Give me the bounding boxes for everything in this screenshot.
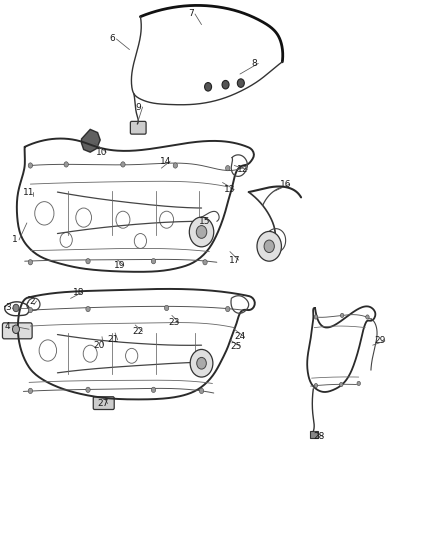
Circle shape: [28, 388, 32, 393]
Circle shape: [28, 163, 32, 168]
Circle shape: [197, 358, 206, 369]
Circle shape: [151, 387, 155, 392]
Text: 9: 9: [135, 102, 141, 111]
Bar: [310, 431, 318, 438]
Text: 8: 8: [251, 59, 257, 68]
Text: 19: 19: [114, 261, 125, 270]
Circle shape: [189, 217, 214, 247]
Polygon shape: [81, 130, 100, 152]
Text: 15: 15: [199, 217, 211, 226]
Circle shape: [237, 79, 244, 87]
Circle shape: [226, 306, 230, 312]
Circle shape: [339, 382, 343, 386]
Circle shape: [357, 381, 360, 385]
Circle shape: [12, 325, 19, 334]
FancyBboxPatch shape: [131, 122, 146, 134]
Text: 18: 18: [73, 287, 84, 296]
Text: 21: 21: [108, 335, 119, 344]
Text: 27: 27: [98, 399, 109, 408]
Text: 17: 17: [229, 256, 240, 264]
Circle shape: [226, 165, 230, 171]
Circle shape: [28, 260, 32, 265]
Text: 28: 28: [313, 432, 324, 441]
Text: 4: 4: [5, 321, 11, 330]
Circle shape: [173, 163, 177, 168]
FancyBboxPatch shape: [3, 323, 32, 339]
Circle shape: [164, 305, 169, 311]
Text: 13: 13: [224, 185, 236, 194]
Circle shape: [86, 306, 90, 312]
Text: 23: 23: [169, 318, 180, 327]
Text: 12: 12: [237, 165, 249, 174]
Text: 25: 25: [230, 342, 241, 351]
Circle shape: [222, 80, 229, 89]
Text: 14: 14: [160, 157, 171, 166]
Circle shape: [203, 260, 207, 265]
Text: 6: 6: [109, 35, 115, 44]
Circle shape: [264, 240, 274, 253]
Text: 2: 2: [29, 296, 35, 305]
Circle shape: [205, 83, 212, 91]
Text: 22: 22: [133, 327, 144, 336]
Text: 3: 3: [5, 303, 11, 312]
Circle shape: [151, 259, 155, 264]
Circle shape: [28, 308, 32, 313]
Circle shape: [86, 387, 90, 392]
Circle shape: [340, 313, 344, 318]
Text: 20: 20: [93, 341, 105, 350]
Circle shape: [196, 225, 207, 238]
Text: 11: 11: [23, 188, 35, 197]
Text: 1: 1: [12, 236, 18, 245]
Circle shape: [314, 315, 318, 319]
Text: 16: 16: [279, 180, 291, 189]
Circle shape: [121, 162, 125, 167]
Circle shape: [190, 350, 213, 377]
Circle shape: [366, 315, 369, 319]
Circle shape: [86, 259, 90, 264]
Text: 29: 29: [375, 336, 386, 345]
Text: 24: 24: [234, 332, 246, 341]
Circle shape: [13, 304, 19, 312]
FancyBboxPatch shape: [93, 397, 114, 409]
Circle shape: [64, 162, 68, 167]
Circle shape: [314, 383, 318, 387]
Circle shape: [199, 388, 204, 393]
Circle shape: [257, 231, 282, 261]
Text: 10: 10: [96, 148, 108, 157]
Text: 7: 7: [188, 10, 194, 19]
